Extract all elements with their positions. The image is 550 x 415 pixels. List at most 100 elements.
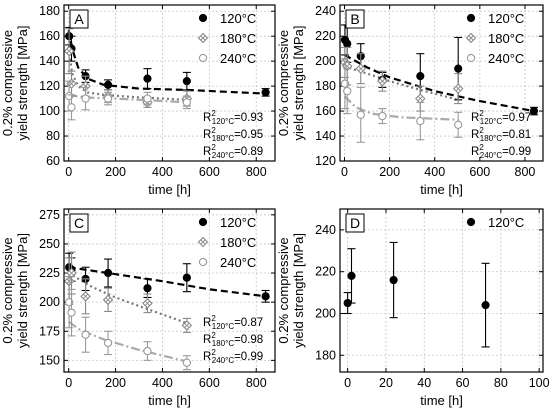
data-point xyxy=(416,116,425,126)
y-tick-label: 100 xyxy=(39,104,60,118)
x-tick-label: 0 xyxy=(65,376,72,390)
legend-label: 240°C xyxy=(220,255,256,270)
y-tick-label: 220 xyxy=(315,265,336,279)
x-tick-label: 0 xyxy=(341,165,348,179)
panel-D: 0 20 40 60 80 100 180 200 220 240 D 120°C time [h] 0.… xyxy=(276,208,550,408)
x-tick-label: 20 xyxy=(379,376,393,390)
data-point xyxy=(143,74,152,83)
fit-line xyxy=(68,320,188,363)
plot-frame xyxy=(339,208,544,373)
data-point-cross xyxy=(358,66,364,72)
fit-line xyxy=(68,272,188,325)
data-point xyxy=(103,80,113,89)
y-tick-label: 200 xyxy=(315,54,336,68)
data-point xyxy=(143,284,152,293)
data-point xyxy=(466,13,476,23)
x-tick-label: 80 xyxy=(494,376,508,390)
y-tick-label: 175 xyxy=(39,324,60,338)
data-point xyxy=(416,72,425,81)
data-point-cross xyxy=(68,270,75,276)
y-tick-label: 80 xyxy=(46,129,60,143)
data-point xyxy=(198,257,208,267)
y-tick-label: 140 xyxy=(39,54,60,68)
data-point xyxy=(182,77,191,86)
data-point xyxy=(198,217,208,227)
data-point xyxy=(67,103,76,112)
fit-line xyxy=(68,93,187,104)
x-tick-label: 60 xyxy=(456,376,470,390)
data-point xyxy=(182,98,191,107)
legend-label: 120°C xyxy=(220,11,256,26)
plot-frame xyxy=(63,208,276,373)
legend-label: 240°C xyxy=(488,51,524,66)
data-point xyxy=(198,53,208,63)
x-tick-label: 0 xyxy=(65,165,72,179)
x-tick-label: 200 xyxy=(379,165,400,179)
legend-label: 120°C xyxy=(220,215,256,230)
y-tick-label: 275 xyxy=(39,208,60,222)
data-point-cross xyxy=(200,35,206,41)
data-point-cross xyxy=(200,239,206,245)
legend-label: 180°C xyxy=(488,31,524,46)
x-tick-label: 200 xyxy=(105,376,126,390)
y-tick-label: 120 xyxy=(39,79,60,93)
x-tick-label: 0 xyxy=(344,376,351,390)
y-tick-label: 200 xyxy=(315,306,336,320)
r2-annotation: R2 120°C=0.93 xyxy=(203,109,263,126)
panel-label: A xyxy=(74,11,84,27)
y-tick-label: 240 xyxy=(315,4,336,18)
y-tick-label: 140 xyxy=(315,129,336,143)
data-point xyxy=(182,358,191,367)
x-tick-label: 800 xyxy=(515,165,536,179)
y-tick-label: 225 xyxy=(39,266,60,280)
data-point xyxy=(343,86,352,96)
panel-label: B xyxy=(350,11,359,27)
data-point-cross xyxy=(184,322,190,328)
x-tick-label: 800 xyxy=(246,376,267,390)
panel-label-box xyxy=(345,213,365,233)
y-tick-label: 200 xyxy=(39,295,60,309)
y-axis-label: 0.2% compressiveyield strength [MPa] xyxy=(0,26,30,141)
r2-annotation: R2 240°C=0.99 xyxy=(471,143,531,160)
panel-A: 0 200 400 600 800 60 80 100 120 140 160 180 A 120°C 18… xyxy=(0,4,276,197)
x-tick-label: 400 xyxy=(152,376,173,390)
data-point xyxy=(454,64,463,73)
y-axis-label: 0.2% compressiveyield strength [MPa] xyxy=(276,26,306,141)
data-point xyxy=(261,88,270,97)
data-point-cross xyxy=(344,63,350,69)
y-tick-label: 160 xyxy=(315,104,336,118)
x-tick-label: 100 xyxy=(529,376,550,390)
y-tick-label: 180 xyxy=(315,348,336,362)
panel-label-box xyxy=(345,9,365,29)
y-tick-label: 180 xyxy=(315,79,336,93)
y-tick-label: 180 xyxy=(39,4,60,18)
x-axis-label: time [h] xyxy=(420,393,463,408)
x-tick-label: 800 xyxy=(246,165,267,179)
data-point xyxy=(343,39,352,48)
x-tick-label: 40 xyxy=(417,376,431,390)
y-axis-label: 0.2% compressiveyield strength [MPa] xyxy=(276,233,306,348)
data-point xyxy=(198,13,208,23)
y-tick-label: 160 xyxy=(39,29,60,43)
r2-annotation: R2 120°C=0.87 xyxy=(203,314,263,331)
data-point xyxy=(529,106,539,116)
legend-label: 180°C xyxy=(220,31,256,46)
r2-annotation: R2 240°C=0.89 xyxy=(203,143,263,160)
r2-annotation: R2 180°C=0.95 xyxy=(203,126,263,143)
y-tick-label: 220 xyxy=(315,29,336,43)
x-tick-label: 400 xyxy=(152,165,173,179)
x-tick-label: 600 xyxy=(199,165,220,179)
data-point xyxy=(182,273,191,282)
data-point xyxy=(103,94,113,103)
data-point xyxy=(143,94,152,103)
data-point xyxy=(466,217,476,227)
y-tick-label: 250 xyxy=(39,237,60,251)
data-point xyxy=(67,308,76,317)
legend-label: 120°C xyxy=(488,215,524,230)
data-point xyxy=(261,292,270,301)
data-point xyxy=(481,301,490,310)
x-tick-label: 400 xyxy=(424,165,445,179)
data-point-cross xyxy=(455,86,461,92)
data-point xyxy=(378,111,387,121)
